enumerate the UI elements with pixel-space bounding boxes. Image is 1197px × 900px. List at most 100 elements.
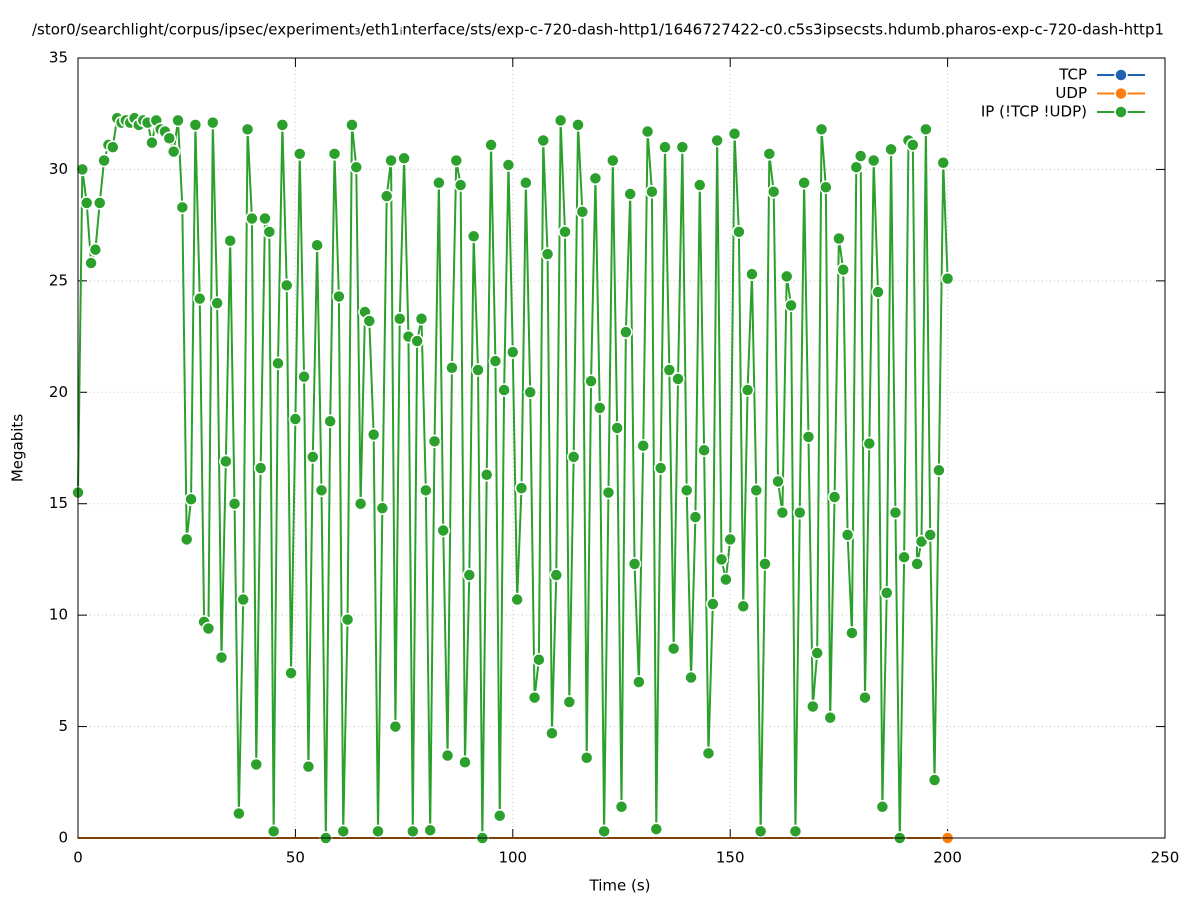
data-point [766, 184, 781, 199]
data-point [619, 325, 633, 339]
data-point [462, 568, 477, 582]
data-point [75, 162, 90, 177]
data-point [510, 592, 524, 607]
data-point [649, 822, 664, 836]
data-point [814, 122, 829, 137]
data-point [106, 140, 120, 154]
data-point [614, 800, 629, 814]
data-point [666, 641, 681, 656]
data-point [936, 155, 951, 170]
data-point [84, 256, 98, 270]
legend-label: TCP [1058, 66, 1087, 84]
y-tick-label: 10 [49, 606, 68, 624]
data-point [453, 178, 468, 192]
data-point [192, 291, 207, 306]
data-point [236, 592, 250, 607]
data-point [240, 122, 255, 137]
data-point [810, 646, 824, 660]
data-point [88, 242, 103, 257]
data-point [601, 485, 616, 500]
data-point [727, 127, 742, 141]
legend-label: UDP [1055, 84, 1087, 102]
data-point [693, 178, 707, 192]
data-point [232, 806, 246, 821]
data-point [636, 439, 650, 453]
data-point [466, 229, 481, 244]
data-point [340, 612, 355, 627]
plot-border [77, 57, 1166, 839]
data-point [623, 187, 637, 201]
y-tick-label: 30 [49, 160, 68, 178]
data-point [519, 176, 533, 190]
data-point [345, 118, 359, 132]
data-point [627, 557, 642, 571]
data-point [488, 354, 503, 368]
data-point [493, 808, 507, 823]
data-point [701, 746, 716, 761]
data-point [393, 311, 407, 326]
x-axis-label: Time (s) [589, 877, 651, 895]
data-point [175, 200, 190, 215]
data-point [271, 356, 285, 371]
data-point [827, 490, 842, 504]
data-point [210, 296, 224, 310]
data-point [253, 461, 268, 475]
data-point [923, 528, 937, 542]
data-point [736, 599, 750, 613]
data-point [314, 483, 329, 498]
y-tick-label: 0 [58, 829, 68, 847]
data-point [806, 699, 820, 714]
data-point [653, 461, 668, 475]
data-point [919, 122, 933, 137]
data-point [371, 824, 385, 839]
data-point [188, 118, 203, 132]
data-point [714, 552, 729, 567]
data-point [884, 142, 898, 157]
y-tick-label: 20 [49, 383, 68, 401]
data-point [558, 225, 572, 239]
data-point [749, 483, 764, 498]
data-point [840, 528, 855, 542]
data-point [775, 505, 790, 520]
data-point [292, 147, 307, 161]
data-point [784, 298, 798, 313]
data-point [97, 153, 111, 168]
data-point [545, 726, 559, 741]
data-point [679, 483, 694, 498]
y-axis-label: Megabits [9, 414, 27, 482]
data-point [440, 748, 455, 763]
data-point [279, 278, 294, 293]
data-point [249, 757, 264, 772]
chart-title: /stor0/searchlight/corpus/ipsec/experime… [32, 21, 1164, 39]
data-point [288, 412, 303, 426]
data-point [484, 138, 498, 152]
data-point [719, 572, 733, 587]
data-point [832, 231, 846, 246]
data-point [388, 719, 403, 734]
data-point [597, 824, 611, 839]
data-point [588, 171, 603, 186]
data-point [214, 650, 229, 665]
data-point [632, 675, 646, 689]
data-point [658, 140, 672, 154]
data-point [758, 557, 772, 571]
data-point [310, 238, 324, 252]
data-point [427, 434, 442, 449]
data-point [384, 153, 398, 168]
data-point [862, 436, 877, 451]
data-point [562, 695, 577, 709]
data-point [819, 180, 833, 195]
data-point [406, 824, 420, 839]
x-tick-label: 100 [498, 849, 527, 867]
data-point [910, 557, 924, 571]
data-point [436, 523, 450, 538]
y-tick-label: 5 [58, 717, 68, 735]
data-point [353, 496, 368, 511]
data-point [275, 118, 290, 132]
legend-label: IP (!TCP !UDP) [981, 103, 1087, 121]
data-point [871, 285, 885, 299]
data-point [201, 621, 216, 636]
data-point [245, 211, 259, 226]
data-point [858, 690, 872, 705]
